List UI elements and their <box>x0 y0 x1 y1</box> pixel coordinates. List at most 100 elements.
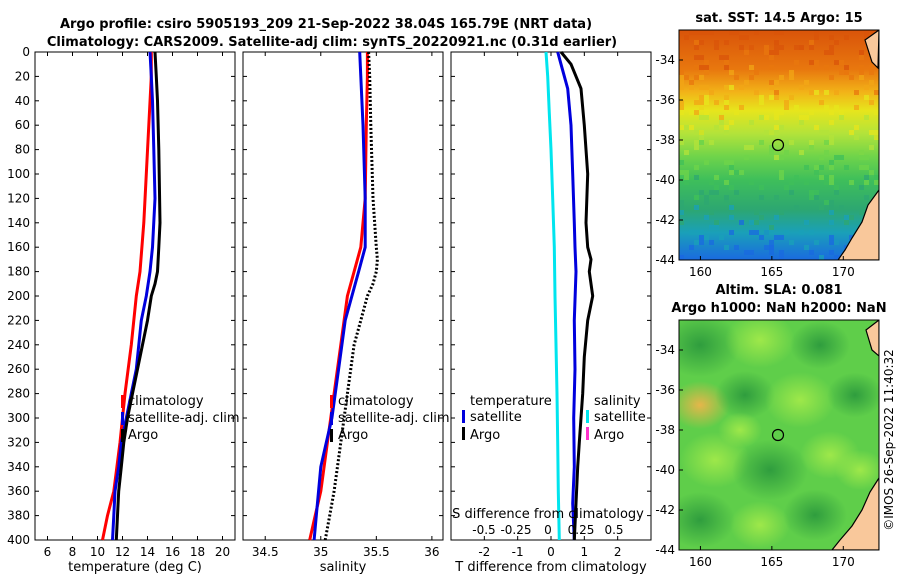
sst-pixel <box>769 50 774 55</box>
sst-pixel <box>689 80 694 85</box>
sst-pixel <box>779 250 784 255</box>
x-tick-label: -1 <box>512 545 524 559</box>
sst-pixel <box>834 240 839 245</box>
sst-pixel <box>829 50 834 55</box>
sst-pixel <box>744 50 749 55</box>
sst-pixel <box>729 170 734 175</box>
sst-pixel <box>749 145 754 150</box>
sst-pixel <box>794 175 799 180</box>
sst-pixel <box>814 240 819 245</box>
series-line-temperature-satellite <box>556 51 578 541</box>
sst-pixel <box>744 145 749 150</box>
legend-sal-satellite-label: satellite-adj. clim <box>338 411 450 426</box>
sst-pixel <box>769 145 774 150</box>
sst-pixel <box>699 115 704 120</box>
series-line-satellite-adj-clim <box>312 51 367 541</box>
depth-tick-label: 60 <box>15 118 30 132</box>
sst-pixel <box>799 85 804 90</box>
sst-pixel <box>749 220 754 225</box>
sst-pixel <box>684 125 689 130</box>
sst-pixel <box>829 75 834 80</box>
sst-pixel <box>759 115 764 120</box>
sst-pixel <box>839 60 844 65</box>
legend-temp-argo-label: Argo <box>470 428 500 443</box>
sst-pixel <box>744 35 749 40</box>
series-line-argo <box>323 51 379 541</box>
sst-pixel <box>754 30 759 35</box>
x-tick-label: 34.5 <box>252 545 279 559</box>
sst-pixel <box>809 140 814 145</box>
sst-pixel <box>689 110 694 115</box>
map-y-tick-label: -34 <box>655 343 675 357</box>
sst-pixel <box>769 150 774 155</box>
sst-pixel <box>849 75 854 80</box>
map-x-tick-label: 165 <box>760 555 783 569</box>
sst-pixel <box>694 230 699 235</box>
sst-pixel <box>719 120 724 125</box>
sst-pixel <box>834 105 839 110</box>
sla-blob <box>765 372 835 428</box>
sst-pixel <box>679 125 684 130</box>
sst-pixel <box>699 85 704 90</box>
sst-pixel <box>719 55 724 60</box>
sst-pixel <box>754 220 759 225</box>
sst-pixel <box>694 145 699 150</box>
sst-pixel <box>874 90 879 95</box>
sst-pixel <box>714 190 719 195</box>
sst-pixel <box>774 125 779 130</box>
sst-pixel <box>704 60 709 65</box>
sst-pixel <box>779 235 784 240</box>
legend-argo-label: Argo <box>128 428 158 443</box>
x-tick-label: 36 <box>424 545 439 559</box>
sst-pixel <box>754 90 759 95</box>
sst-pixel <box>734 170 739 175</box>
sst-pixel <box>824 150 829 155</box>
sst-pixel <box>694 195 699 200</box>
sst-pixel <box>694 65 699 70</box>
figure-title-line2: Climatology: CARS2009. Satellite-adj cli… <box>47 35 617 50</box>
salinity-xlabel: salinity <box>320 560 367 575</box>
sst-pixel <box>699 130 704 135</box>
x-tick-label: 2 <box>614 545 622 559</box>
sst-pixel <box>864 95 869 100</box>
sst-pixel <box>784 185 789 190</box>
sst-pixel <box>824 180 829 185</box>
sst-pixel <box>694 165 699 170</box>
sst-pixel <box>694 130 699 135</box>
sst-pixel <box>804 220 809 225</box>
difference-legend: temperature satellite Argo salinity sate… <box>462 394 646 443</box>
sst-pixel <box>699 240 704 245</box>
sla-blob <box>715 371 775 419</box>
sst-pixel <box>774 45 779 50</box>
sst-pixel <box>859 150 864 155</box>
sst-pixel <box>724 40 729 45</box>
sst-pixel <box>809 190 814 195</box>
sst-pixel <box>764 130 769 135</box>
sst-pixel <box>824 200 829 205</box>
sst-pixel <box>849 130 854 135</box>
sst-pixel <box>869 130 874 135</box>
sst-pixel <box>679 255 684 260</box>
legend-climatology-label: climatology <box>128 394 204 409</box>
sst-pixel <box>809 195 814 200</box>
sst-pixel <box>844 220 849 225</box>
sst-texture <box>679 30 879 260</box>
sst-pixel <box>699 230 704 235</box>
sst-pixel <box>819 130 824 135</box>
sst-pixel <box>764 50 769 55</box>
series-line-salinity-satellite <box>544 51 561 541</box>
legend-climatology-swatch <box>121 395 124 408</box>
sst-pixel <box>819 205 824 210</box>
sst-pixel <box>774 110 779 115</box>
sst-pixel <box>704 100 709 105</box>
sst-pixel <box>869 170 874 175</box>
sst-pixel <box>704 110 709 115</box>
sst-pixel <box>694 175 699 180</box>
sst-pixel <box>759 140 764 145</box>
sst-pixel <box>679 110 684 115</box>
sst-pixel <box>824 130 829 135</box>
sst-pixel <box>724 105 729 110</box>
sst-pixel <box>809 60 814 65</box>
x-tick-label: 16 <box>165 545 180 559</box>
sst-pixel <box>789 95 794 100</box>
